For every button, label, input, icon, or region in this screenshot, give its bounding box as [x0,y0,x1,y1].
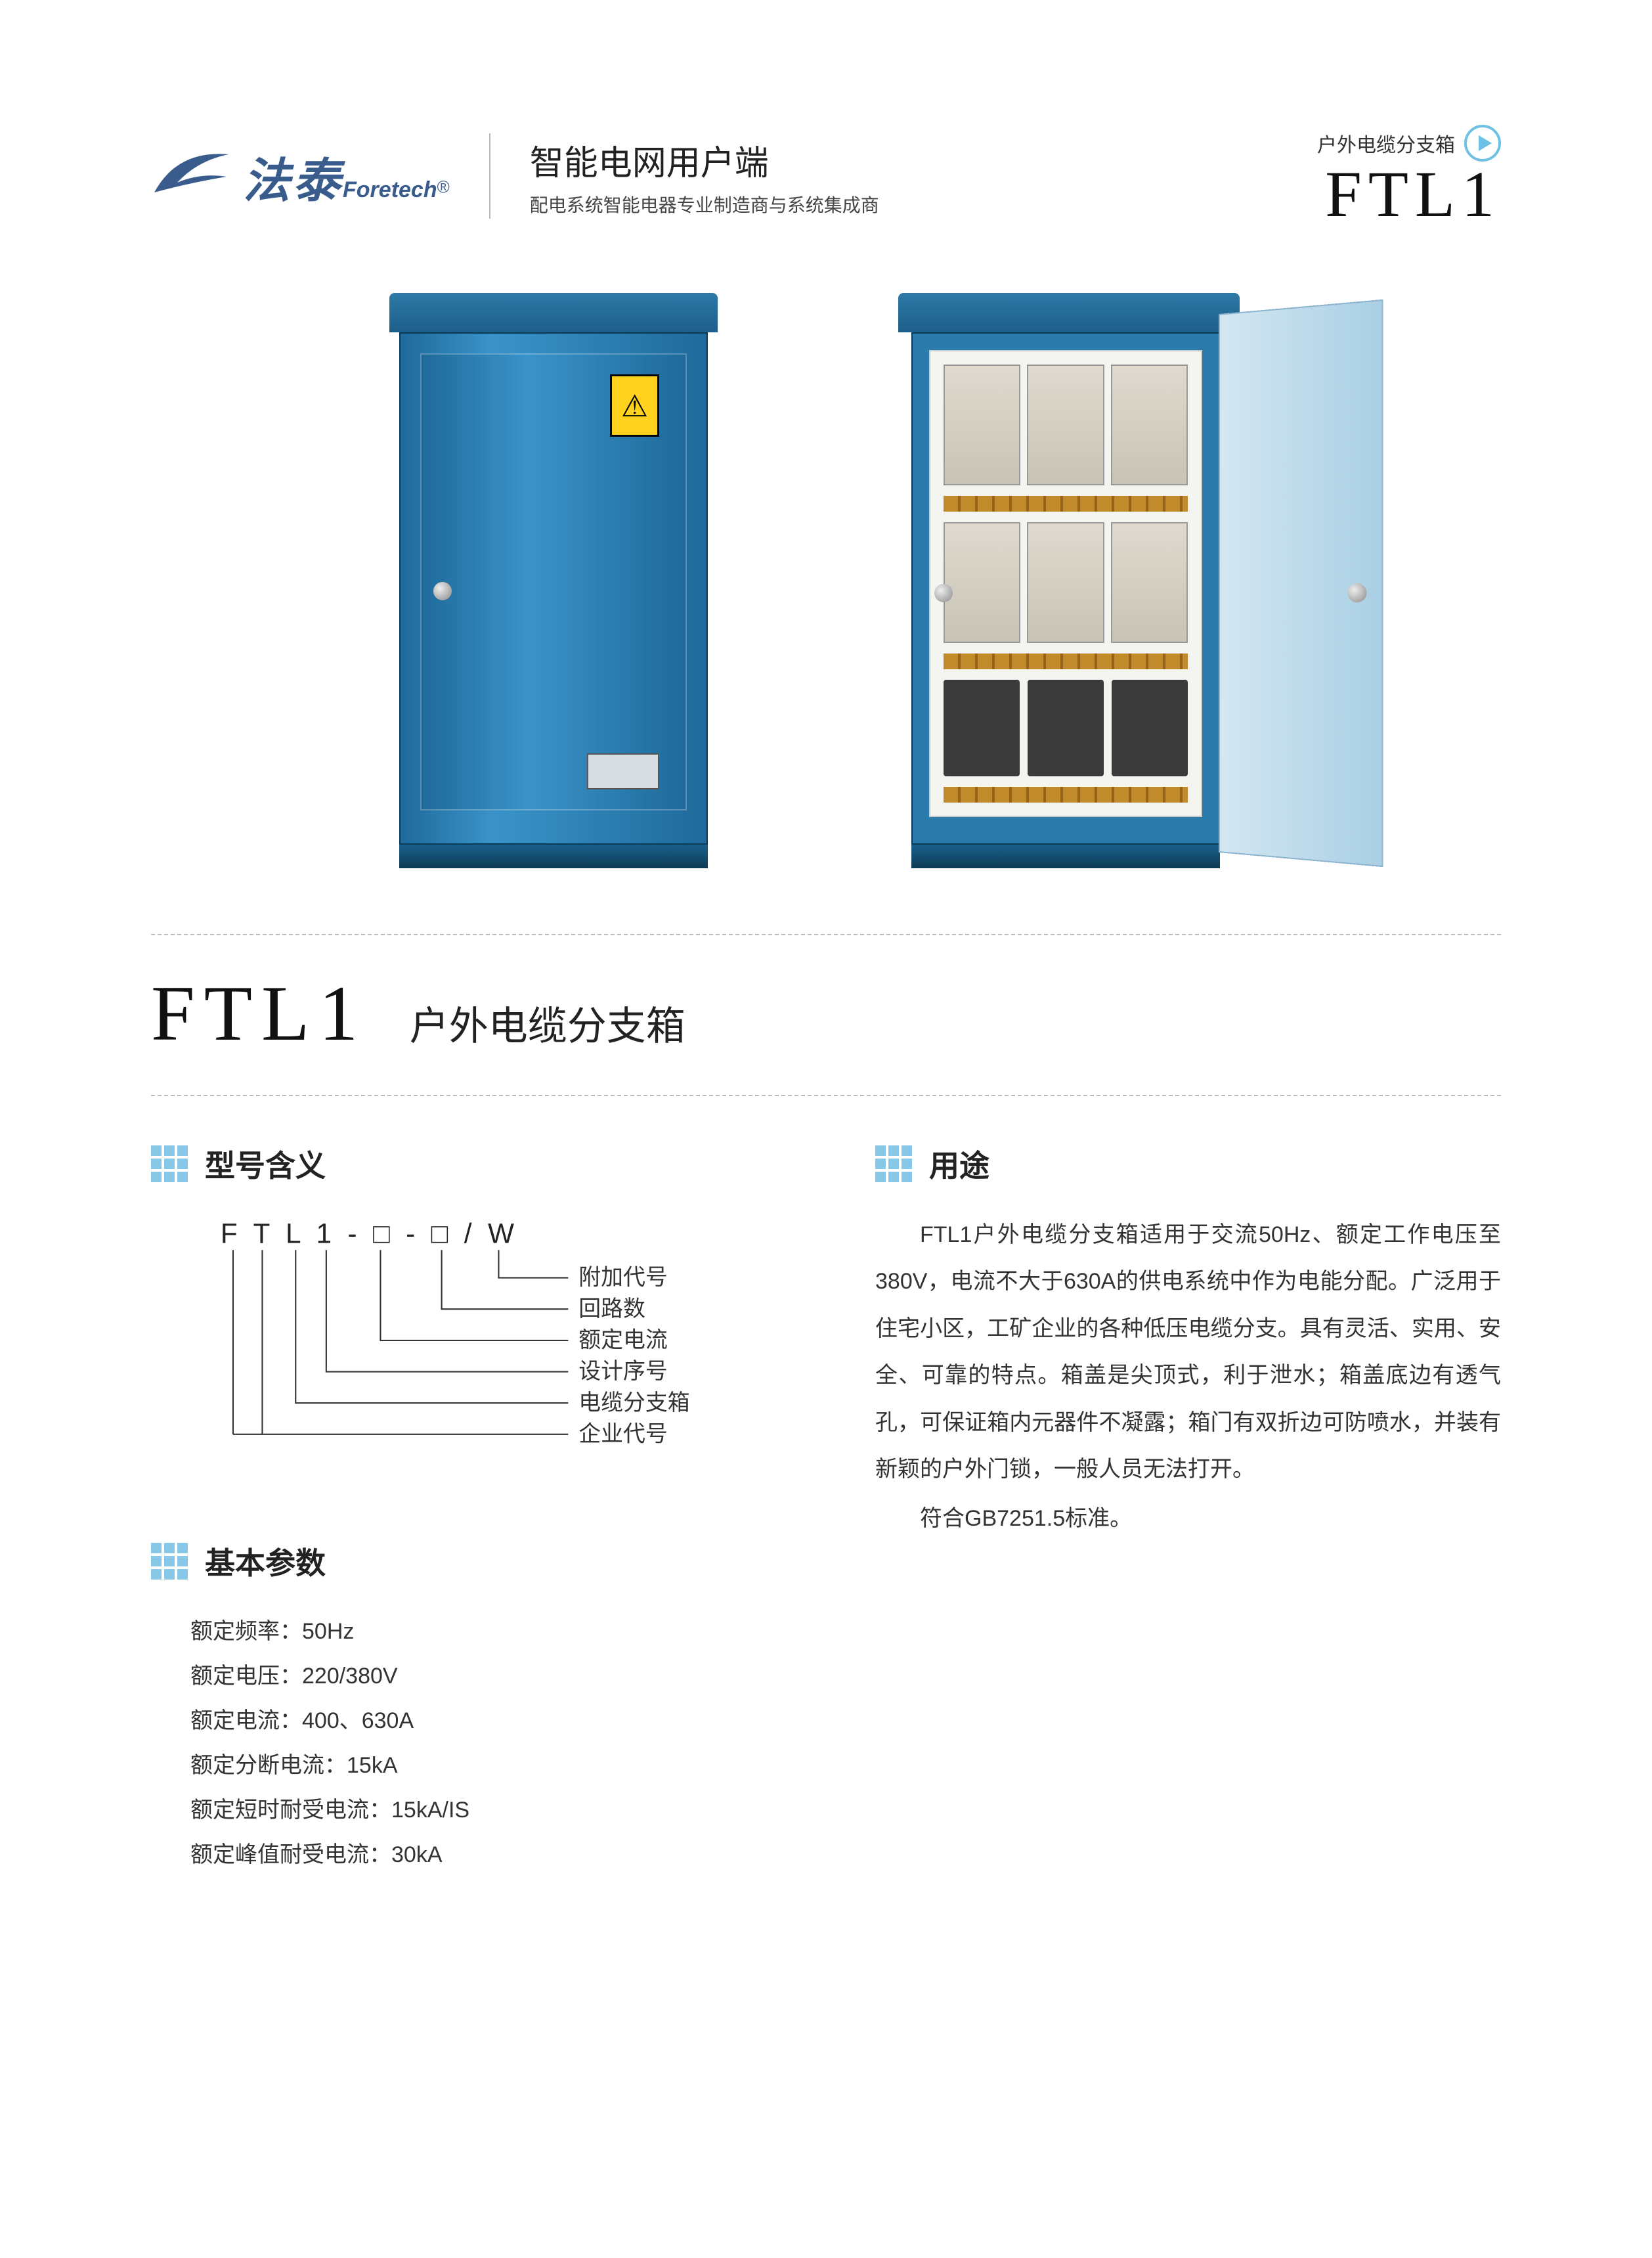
play-circle-icon [1464,125,1501,162]
section-title-params: 基本参数 [205,1539,326,1583]
section-title-usage: 用途 [929,1142,989,1185]
logo-en: Foretech [343,177,437,202]
params-list: 额定频率：50Hz 额定电压：220/380V 额定电流：400、630A 额定… [151,1609,777,1877]
section-usage: 用途 FTL1户外电缆分支箱适用于交流50Hz、额定工作电压至380V，电流不大… [875,1142,1501,1543]
product-images [151,293,1501,868]
header-subtitle: 配电系统智能电器专业制造商与系统集成商 [530,191,1278,217]
param-item: 额定电压：220/380V [190,1654,777,1698]
logo-swoosh-icon [151,146,230,206]
param-item: 额定峰值耐受电流：30kA [190,1832,777,1877]
nameplate [587,753,659,789]
model-l6: 企业代号 [578,1421,668,1446]
param-item: 额定电流：400、630A [190,1698,777,1743]
logo-text: 法泰Foretech® [243,142,450,211]
section-params: 基本参数 额定频率：50Hz 额定电压：220/380V 额定电流：400、63… [151,1539,777,1877]
header-mid: 智能电网用户端 配电系统智能电器专业制造商与系统集成商 [530,135,1278,217]
model-l1: 附加代号 [578,1265,668,1290]
cabinet-door-open [1219,299,1383,868]
model-l3: 额定电流 [578,1327,668,1352]
param-item: 额定频率：50Hz [190,1609,777,1654]
header-separator [489,133,490,219]
product-code-header: FTL1 [1317,162,1501,227]
section-title-model: 型号含义 [205,1142,326,1185]
logo-reg: ® [437,177,450,196]
model-formula: F T L 1 - □ - □ / W [221,1218,518,1249]
usage-p1: FTL1户外电缆分支箱适用于交流50Hz、额定工作电压至380V，电流不大于63… [875,1212,1501,1493]
param-item: 额定分断电流：15kA [190,1743,777,1788]
header-title: 智能电网用户端 [530,135,1278,185]
usage-text: FTL1户外电缆分支箱适用于交流50Hz、额定工作电压至380V，电流不大于63… [875,1212,1501,1543]
grid-icon [151,1145,188,1182]
cabinet-closed [399,293,728,868]
grid-icon [151,1543,188,1580]
model-diagram: F T L 1 - □ - □ / W [151,1212,777,1490]
grid-icon [875,1145,912,1182]
cabinet-open [911,293,1253,868]
right-column: 用途 FTL1户外电缆分支箱适用于交流50Hz、额定工作电压至380V，电流不大… [875,1142,1501,1923]
usage-p2: 符合GB7251.5标准。 [875,1495,1501,1542]
header: 法泰Foretech® 智能电网用户端 配电系统智能电器专业制造商与系统集成商 … [151,125,1501,227]
product-category-label: 户外电缆分支箱 [1317,129,1455,158]
param-item: 额定短时耐受电流：15kA/IS [190,1788,777,1832]
title-name: 户外电缆分支箱 [410,1004,685,1048]
title-code: FTL1 [151,969,367,1057]
warning-label-icon [610,374,659,437]
logo: 法泰Foretech® [151,142,450,211]
section-model-meaning: 型号含义 F T L 1 - □ - □ / W [151,1142,777,1494]
door-handle-icon [433,582,452,600]
model-l5: 电缆分支箱 [578,1390,689,1415]
title-bar: FTL1 户外电缆分支箱 [151,934,1501,1096]
header-right: 户外电缆分支箱 FTL1 [1317,125,1501,227]
content-columns: 型号含义 F T L 1 - □ - □ / W [151,1142,1501,1923]
logo-cn: 法泰 [243,155,343,208]
left-column: 型号含义 F T L 1 - □ - □ / W [151,1142,777,1923]
model-l4: 设计序号 [578,1359,668,1384]
model-l2: 回路数 [578,1296,645,1321]
